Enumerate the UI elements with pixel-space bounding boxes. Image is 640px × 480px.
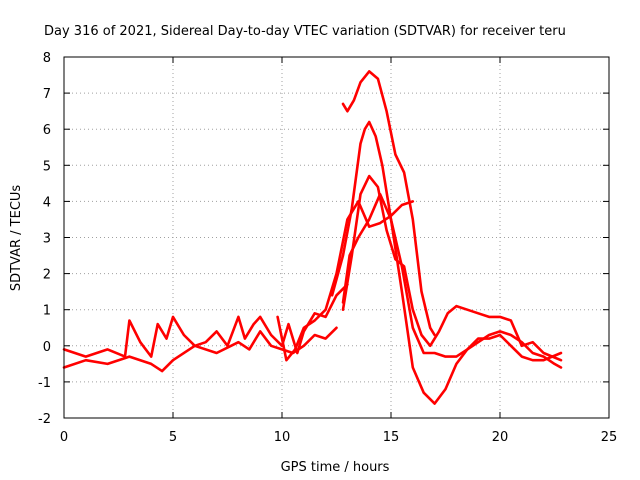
series-line-track-2 (62, 283, 349, 358)
y-axis-label: SDTVAR / TECUs (9, 185, 24, 292)
axis-ticks: 0 5 10 15 20 25 -2 -1 0 1 2 3 4 5 6 7 8 (38, 51, 617, 445)
series-line-track-1 (62, 326, 338, 373)
x-tick-label: 5 (169, 430, 177, 445)
y-tick-label: 2 (43, 268, 51, 283)
y-tick-label: 3 (43, 232, 51, 247)
y-tick-label: 8 (43, 51, 51, 66)
y-tick-label: -1 (38, 376, 51, 391)
y-tick-label: 7 (43, 87, 51, 102)
x-tick-label: 25 (601, 430, 618, 445)
x-tick-label: 20 (492, 430, 509, 445)
x-tick-label: 15 (383, 430, 400, 445)
y-tick-label: 1 (43, 304, 51, 319)
y-tick-label: -2 (38, 412, 51, 427)
y-tick-label: 0 (43, 340, 51, 355)
grid (64, 57, 609, 418)
chart-title: Day 316 of 2021, Sidereal Day-to-day VTE… (44, 24, 566, 39)
x-axis-label: GPS time / hours (281, 460, 390, 475)
series-line-track-7 (341, 70, 436, 337)
x-tick-label: 10 (274, 430, 291, 445)
y-tick-label: 4 (43, 195, 51, 210)
y-tick-label: 6 (43, 123, 51, 138)
series-line-track-6 (341, 192, 563, 362)
x-tick-label: 0 (60, 430, 68, 445)
series-line-track-5 (341, 174, 563, 362)
series-layer (62, 70, 563, 405)
y-tick-label: 5 (43, 159, 51, 174)
series-line-track-4 (330, 120, 563, 405)
